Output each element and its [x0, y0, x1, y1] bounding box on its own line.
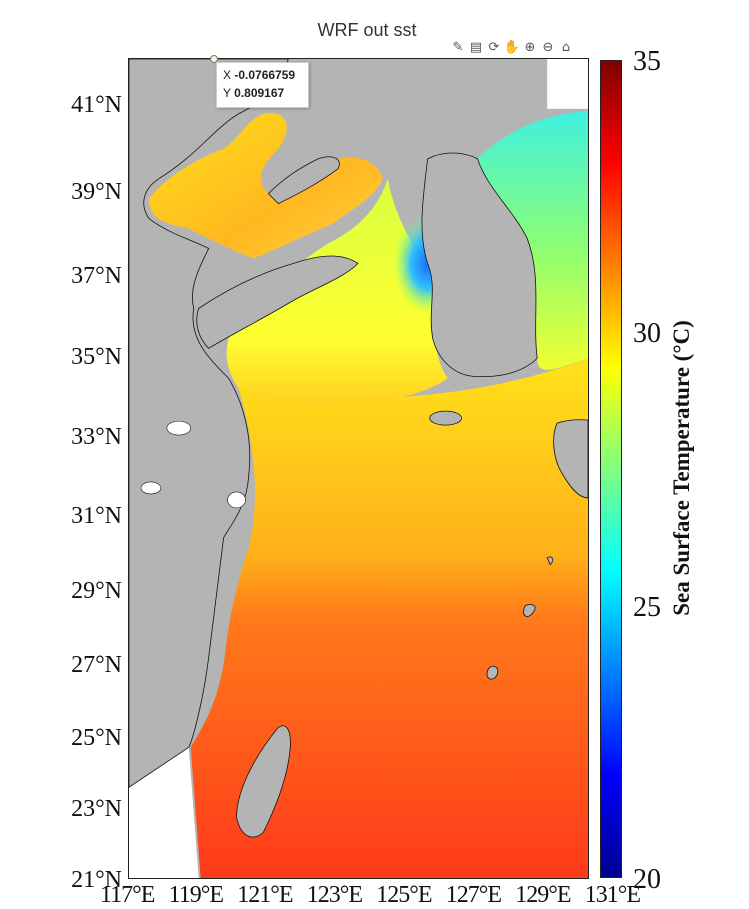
datatip-y-value: 0.809167: [234, 86, 285, 100]
land-liaodong: [267, 156, 340, 205]
datatip-x-label: X: [223, 68, 232, 82]
x-tick-label: 123°E: [306, 882, 363, 908]
x-tick-label: 121°E: [237, 882, 293, 908]
colorbar-label: Sea Surface Temperature (°C): [669, 320, 694, 616]
sea-bohai: [148, 113, 383, 259]
land-kyushu: [553, 419, 588, 499]
lake-hongze: [166, 420, 192, 436]
nodata-region-ne: [547, 59, 588, 109]
datatip-x-value: -0.0766759: [234, 68, 296, 82]
datatip-anchor[interactable]: [210, 55, 218, 63]
land-taiwan: [236, 725, 291, 838]
x-tick-label: 125°E: [376, 882, 432, 908]
map-area[interactable]: [128, 58, 589, 879]
pan-hand-icon[interactable]: ✋: [503, 39, 521, 55]
y-tick-label: 21°N: [71, 867, 122, 893]
y-tick-label: 23°N: [71, 796, 122, 822]
y-tick-label: 33°N: [71, 424, 122, 450]
x-tick-label: 119°E: [168, 882, 224, 908]
x-tick-label: 117°E: [100, 882, 155, 908]
colorbar[interactable]: [600, 60, 622, 878]
y-tick-label: 41°N: [71, 92, 122, 118]
land-ryukyu-3: [546, 556, 554, 566]
land-ryukyu-1: [523, 604, 536, 617]
colorbar-tick: 25: [633, 592, 661, 623]
legend-icon[interactable]: ▤: [469, 39, 483, 55]
zoom-in-icon[interactable]: ⊕: [524, 39, 536, 55]
x-tick-label: 131°E: [584, 882, 641, 908]
y-tick-label: 39°N: [71, 179, 122, 205]
nodata-region-sw: [129, 747, 199, 878]
sea-japan: [477, 110, 588, 370]
map-title: WRF out sst: [317, 20, 417, 40]
land-chongming: [227, 491, 246, 509]
datatip-y-label: Y: [223, 86, 231, 100]
datatip[interactable]: X -0.0766759 Y 0.809167: [216, 62, 309, 108]
zoom-out-icon[interactable]: ⊖: [542, 39, 554, 55]
land-korea: [421, 152, 538, 378]
colorbar-tick: 30: [633, 318, 661, 349]
land-jeju: [429, 410, 462, 426]
axes-toolbar: ✎ ▤ ⟳ ✋ ⊕ ⊖ ⌂: [450, 38, 574, 56]
colorbar-tick: 35: [633, 46, 661, 77]
x-tick-label: 129°E: [515, 882, 571, 908]
x-axis-labels: 117°E 119°E 121°E 123°E 125°E 127°E 129°…: [100, 882, 641, 909]
y-tick-label: 27°N: [71, 652, 122, 678]
land-shandong: [196, 255, 359, 349]
brush-icon[interactable]: ✎: [452, 39, 464, 55]
lake-taihu: [140, 481, 162, 495]
y-tick-label: 35°N: [71, 344, 122, 370]
sea-yellow: [226, 178, 448, 405]
colorbar-tick: 20: [633, 864, 661, 895]
rotate-icon[interactable]: ⟳: [488, 39, 500, 55]
home-icon[interactable]: ⌂: [561, 39, 571, 55]
y-tick-label: 31°N: [71, 503, 122, 529]
y-tick-label: 37°N: [71, 263, 122, 289]
land-mainland: [129, 59, 289, 788]
y-tick-label: 25°N: [71, 725, 122, 751]
x-tick-label: 127°E: [445, 882, 502, 908]
land-ryukyu-2: [486, 665, 499, 680]
y-tick-label: 29°N: [71, 578, 122, 604]
sst-field: [129, 59, 588, 878]
